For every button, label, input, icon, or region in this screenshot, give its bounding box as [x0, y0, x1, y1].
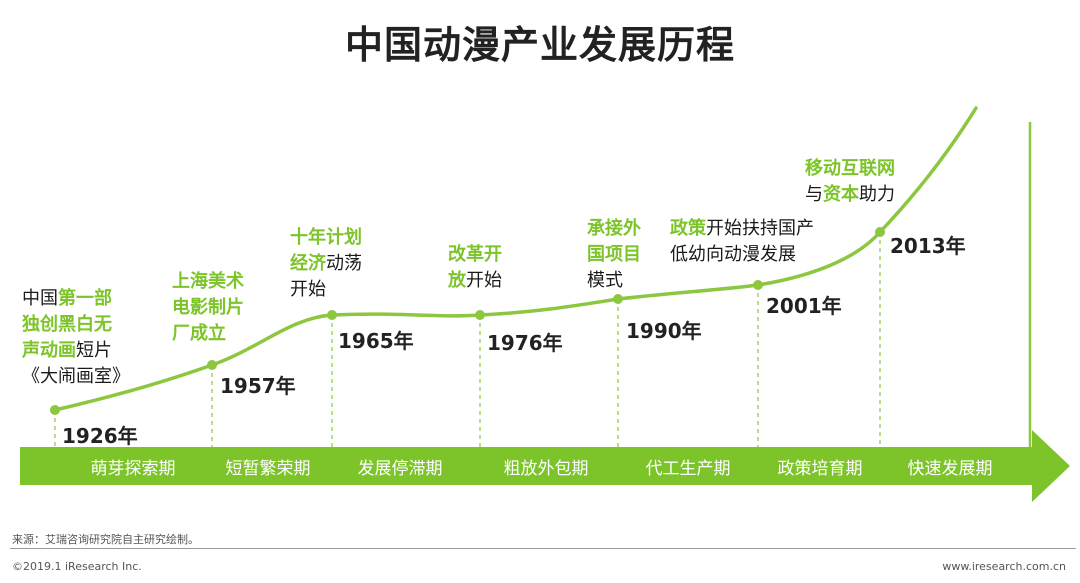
event-text: 短片 [76, 340, 112, 361]
event-text: 十年计划 [290, 227, 362, 248]
year-label-1926: 1926年 [62, 424, 138, 448]
phase-label: 粗放外包期 [503, 459, 589, 479]
event-text: 低幼向动漫发展 [670, 244, 796, 265]
milestone-dot [475, 310, 485, 320]
event-text: 与 [805, 184, 823, 205]
event-text: 第一部 [58, 288, 112, 309]
milestone-dot [613, 294, 623, 304]
milestone-dot [327, 310, 337, 320]
phase-label: 代工生产期 [645, 459, 731, 479]
event-text: 资本 [823, 184, 859, 205]
event-line: 放开始 [448, 268, 502, 294]
event-text: 国项目 [587, 244, 641, 265]
event-text: 放 [448, 270, 466, 291]
event-text: 改革开 [448, 244, 502, 265]
event-text: 开始 [290, 279, 326, 300]
event-text: 中国 [22, 288, 58, 309]
phase-label: 政策培育期 [777, 459, 863, 479]
event-label-2001: 政策开始扶持国产 低幼向动漫发展 [670, 216, 814, 268]
event-text: 助力 [859, 184, 895, 205]
copyright: ©2019.1 iResearch Inc. [12, 560, 142, 573]
event-label-1926: 中国第一部 独创黑白无 声动画短片 《大闹画室》 [22, 286, 130, 390]
event-text: 独创黑白无 [22, 314, 112, 335]
footer-divider [10, 548, 1076, 549]
event-line: 电影制片 [172, 295, 244, 321]
event-line: 独创黑白无 [22, 312, 130, 338]
event-line: 模式 [587, 268, 641, 294]
event-text: 声动画 [22, 340, 76, 361]
year-label-2001: 2001年 [766, 294, 842, 318]
milestone-dot [875, 227, 885, 237]
event-line: 改革开 [448, 242, 502, 268]
event-text: 模式 [587, 270, 623, 291]
event-text: 《大闹画室》 [22, 366, 130, 387]
phase-label: 短暂繁荣期 [225, 459, 311, 479]
event-line: 厂成立 [172, 321, 244, 347]
site-url: www.iresearch.com.cn [942, 560, 1066, 573]
event-text: 移动互联网 [805, 158, 895, 179]
year-label-1965: 1965年 [338, 329, 414, 353]
event-text: 经济 [290, 253, 326, 274]
event-line: 上海美术 [172, 269, 244, 295]
event-text: 厂成立 [172, 323, 226, 344]
milestone-dot [753, 280, 763, 290]
event-line: 承接外 [587, 216, 641, 242]
phase-label: 快速发展期 [907, 459, 993, 479]
milestone-dot [207, 360, 217, 370]
year-label-1976: 1976年 [487, 331, 563, 355]
event-line: 国项目 [587, 242, 641, 268]
timeline-arrow [20, 430, 1070, 502]
event-label-2013: 移动互联网与资本助力 [805, 156, 895, 208]
growth-curve [53, 106, 978, 412]
event-text: 开始扶持国产 [706, 218, 814, 239]
event-line: 移动互联网 [805, 156, 895, 182]
event-text: 开始 [466, 270, 502, 291]
event-line: 《大闹画室》 [22, 364, 130, 390]
year-label-1957: 1957年 [220, 374, 296, 398]
event-label-1957: 上海美术电影制片厂成立 [172, 269, 244, 347]
event-label-1990: 承接外 国项目 模式 [587, 216, 641, 294]
event-text: 电影制片 [172, 297, 244, 318]
event-text: 承接外 [587, 218, 641, 239]
event-text: 上海美术 [172, 271, 244, 292]
page-title: 中国动漫产业发展历程 [344, 23, 735, 67]
event-line: 与资本助力 [805, 182, 895, 208]
event-label-1965: 十年计划经济动荡 开始 [290, 225, 362, 303]
milestone-dot [50, 405, 60, 415]
source-note: 来源：艾瑞咨询研究院自主研究绘制。 [12, 533, 199, 546]
event-text: 动荡 [326, 253, 362, 274]
year-label-2013: 2013年 [890, 234, 966, 258]
event-line: 声动画短片 [22, 338, 130, 364]
event-line: 低幼向动漫发展 [670, 242, 814, 268]
event-line: 政策开始扶持国产 [670, 216, 814, 242]
year-label-1990: 1990年 [626, 319, 702, 343]
event-line: 中国第一部 [22, 286, 130, 312]
phase-label: 萌芽探索期 [90, 459, 176, 479]
event-label-1976: 改革开放开始 [448, 242, 502, 294]
event-line: 经济动荡 [290, 251, 362, 277]
event-line: 开始 [290, 277, 362, 303]
event-line: 十年计划 [290, 225, 362, 251]
phase-label: 发展停滞期 [357, 459, 443, 479]
event-text: 政策 [670, 218, 706, 239]
